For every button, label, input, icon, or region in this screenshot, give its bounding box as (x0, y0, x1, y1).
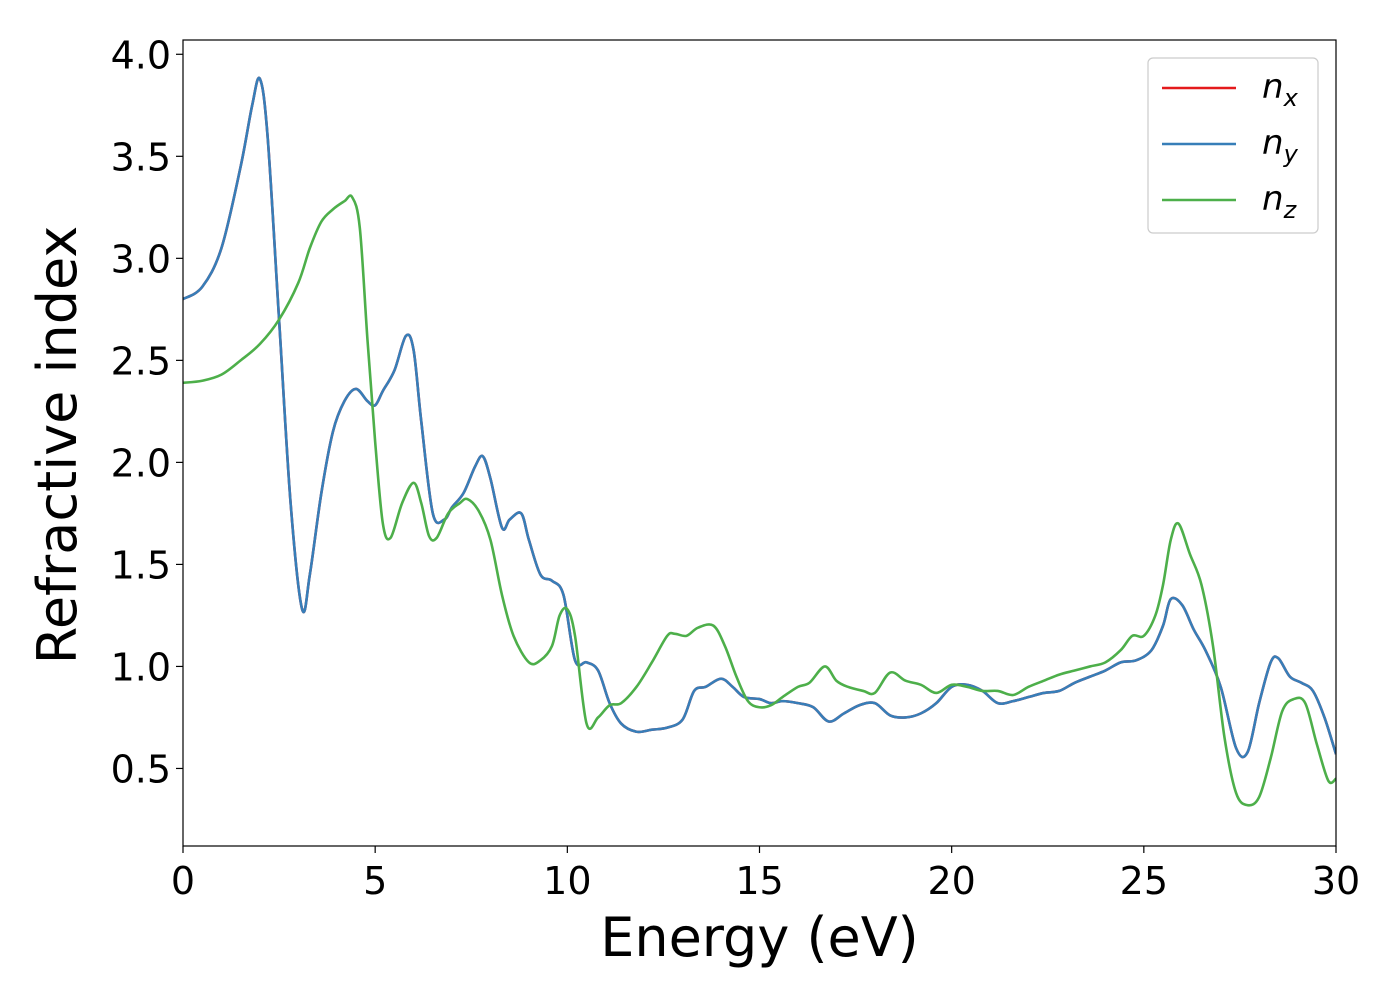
x-tick-label: 5 (363, 859, 387, 903)
x-tick-label: 15 (735, 859, 783, 903)
y-tick-label: 1.5 (111, 543, 171, 587)
legend-label: ny (1262, 123, 1299, 168)
legend-label: nz (1262, 179, 1298, 224)
y-tick-label: 2.0 (111, 441, 171, 485)
x-tick-label: 25 (1120, 859, 1168, 903)
y-tick-label: 3.5 (111, 135, 171, 179)
series-line-n-z (183, 194, 1336, 807)
plot-lines (183, 76, 1336, 807)
x-axis-title: Energy (eV) (600, 906, 919, 969)
y-tick-label: 0.5 (111, 747, 171, 791)
x-tick-label: 30 (1312, 859, 1360, 903)
legend: nx ny nz (1147, 57, 1319, 234)
x-tick-label: 0 (171, 859, 195, 903)
ticks: 0 5 10 15 20 25 30 0.5 1.0 1.5 2.0 2.5 3.0 3.5 4.0 (111, 33, 1361, 903)
y-tick-label: 4.0 (111, 33, 171, 77)
y-tick-label: 1.0 (111, 645, 171, 689)
y-axis-title: Refractive index (26, 226, 89, 665)
x-tick-label: 10 (543, 859, 591, 903)
y-tick-label: 3.0 (111, 237, 171, 281)
x-tick-label: 20 (927, 859, 975, 903)
series-line-n-y (183, 76, 1336, 759)
legend-box (1147, 57, 1319, 234)
y-tick-label: 2.5 (111, 339, 171, 383)
legend-label: nx (1262, 67, 1299, 112)
